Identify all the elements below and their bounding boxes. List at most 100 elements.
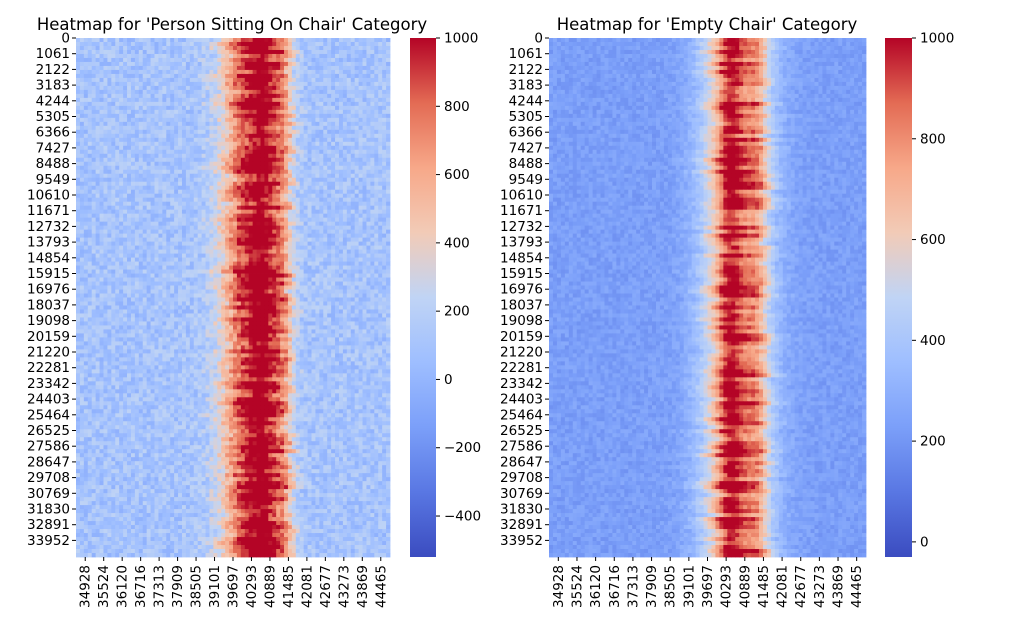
heatmap-cell — [87, 41, 93, 47]
heatmap-cell — [119, 81, 124, 87]
heatmap-cell — [268, 57, 273, 63]
heatmap-cell — [142, 89, 148, 95]
heatmap-cell — [205, 53, 210, 59]
heatmap-cell — [189, 233, 195, 239]
heatmap-cell — [268, 189, 273, 195]
heatmap-cell — [221, 53, 226, 59]
heatmap-cell — [76, 241, 81, 246]
heatmap-cell — [264, 169, 269, 175]
heatmap-cell — [107, 53, 112, 59]
heatmap-cell — [311, 177, 316, 183]
heatmap-cell — [236, 225, 242, 231]
heatmap-cell — [260, 77, 265, 83]
heatmap-cell — [166, 121, 171, 127]
heatmap-cell — [205, 41, 210, 47]
heatmap-cell — [319, 245, 324, 250]
heatmap-cell — [217, 125, 222, 131]
heatmap-cell — [150, 145, 155, 151]
heatmap-cell — [240, 125, 246, 131]
heatmap-cell — [111, 73, 116, 79]
heatmap-cell — [178, 161, 183, 167]
heatmap-cell — [111, 221, 116, 227]
heatmap-cell — [319, 265, 324, 270]
heatmap-cell — [331, 41, 336, 47]
heatmap-cell — [370, 193, 375, 199]
heatmap-cell — [181, 189, 187, 195]
heatmap-cell — [233, 257, 238, 262]
heatmap-cell — [374, 233, 379, 239]
heatmap-cell — [174, 145, 179, 151]
heatmap-cell — [386, 117, 391, 123]
heatmap-cell — [315, 149, 320, 155]
heatmap-cell — [252, 221, 257, 227]
heatmap-cell — [154, 277, 159, 282]
heatmap-cell — [205, 229, 210, 235]
heatmap-cell — [244, 61, 250, 67]
heatmap-cell — [138, 221, 144, 227]
heatmap-cell — [358, 245, 363, 250]
heatmap-cell — [287, 49, 293, 55]
heatmap-cell — [342, 141, 348, 147]
heatmap-cell — [127, 209, 132, 215]
heatmap-cell — [260, 161, 265, 167]
heatmap-cell — [260, 85, 265, 91]
heatmap-cell — [323, 141, 328, 147]
heatmap-cell — [119, 97, 124, 103]
heatmap-cell — [284, 41, 289, 47]
heatmap-cell — [335, 73, 340, 79]
heatmap-cell — [158, 65, 163, 71]
heatmap-cell — [358, 105, 363, 111]
heatmap-cell — [119, 281, 124, 286]
heatmap-cell — [354, 273, 360, 278]
heatmap-cell — [225, 253, 230, 258]
heatmap-cell — [130, 117, 136, 123]
heatmap-cell — [338, 225, 344, 231]
heatmap-cell — [315, 93, 320, 99]
heatmap-cell — [225, 229, 230, 235]
heatmap-cell — [134, 38, 140, 43]
heatmap-cell — [268, 201, 273, 207]
heatmap-cell — [158, 53, 163, 59]
heatmap-cell — [111, 233, 116, 239]
heatmap-cell — [150, 81, 155, 87]
heatmap-cell — [272, 65, 277, 71]
heatmap-cell — [138, 265, 144, 270]
heatmap-cell — [240, 201, 246, 207]
heatmap-cell — [350, 165, 356, 171]
heatmap-cell — [115, 57, 120, 63]
heatmap-cell — [256, 101, 261, 107]
heatmap-cell — [284, 213, 289, 219]
heatmap-cell — [91, 69, 97, 75]
heatmap-cell — [146, 93, 151, 99]
heatmap-cell — [87, 113, 93, 119]
heatmap-cell — [76, 133, 81, 139]
heatmap-cell — [382, 233, 387, 239]
heatmap-cell — [382, 237, 387, 243]
heatmap-cell — [264, 185, 269, 191]
heatmap-cell — [229, 38, 234, 43]
heatmap-cell — [350, 73, 356, 79]
heatmap-cell — [331, 233, 336, 239]
heatmap-cell — [95, 253, 100, 258]
heatmap-cell — [240, 81, 246, 87]
heatmap-cell — [264, 265, 269, 270]
heatmap-cell — [244, 185, 250, 191]
heatmap-cell — [299, 81, 305, 87]
heatmap-cell — [205, 77, 210, 83]
heatmap-cell — [150, 61, 155, 67]
heatmap-cell — [115, 269, 120, 274]
heatmap-cell — [166, 225, 171, 231]
heatmap-cell — [83, 117, 89, 123]
heatmap-cell — [154, 161, 159, 167]
heatmap-cell — [236, 205, 242, 211]
heatmap-cell — [134, 157, 140, 163]
heatmap-cell — [178, 225, 183, 231]
heatmap-cell — [264, 241, 269, 246]
heatmap-cell — [119, 89, 124, 95]
heatmap-cell — [315, 177, 320, 183]
heatmap-cell — [295, 217, 301, 223]
heatmap-cell — [378, 129, 383, 135]
heatmap-cell — [252, 229, 257, 235]
heatmap-cell — [87, 141, 93, 147]
heatmap-cell — [386, 181, 391, 187]
